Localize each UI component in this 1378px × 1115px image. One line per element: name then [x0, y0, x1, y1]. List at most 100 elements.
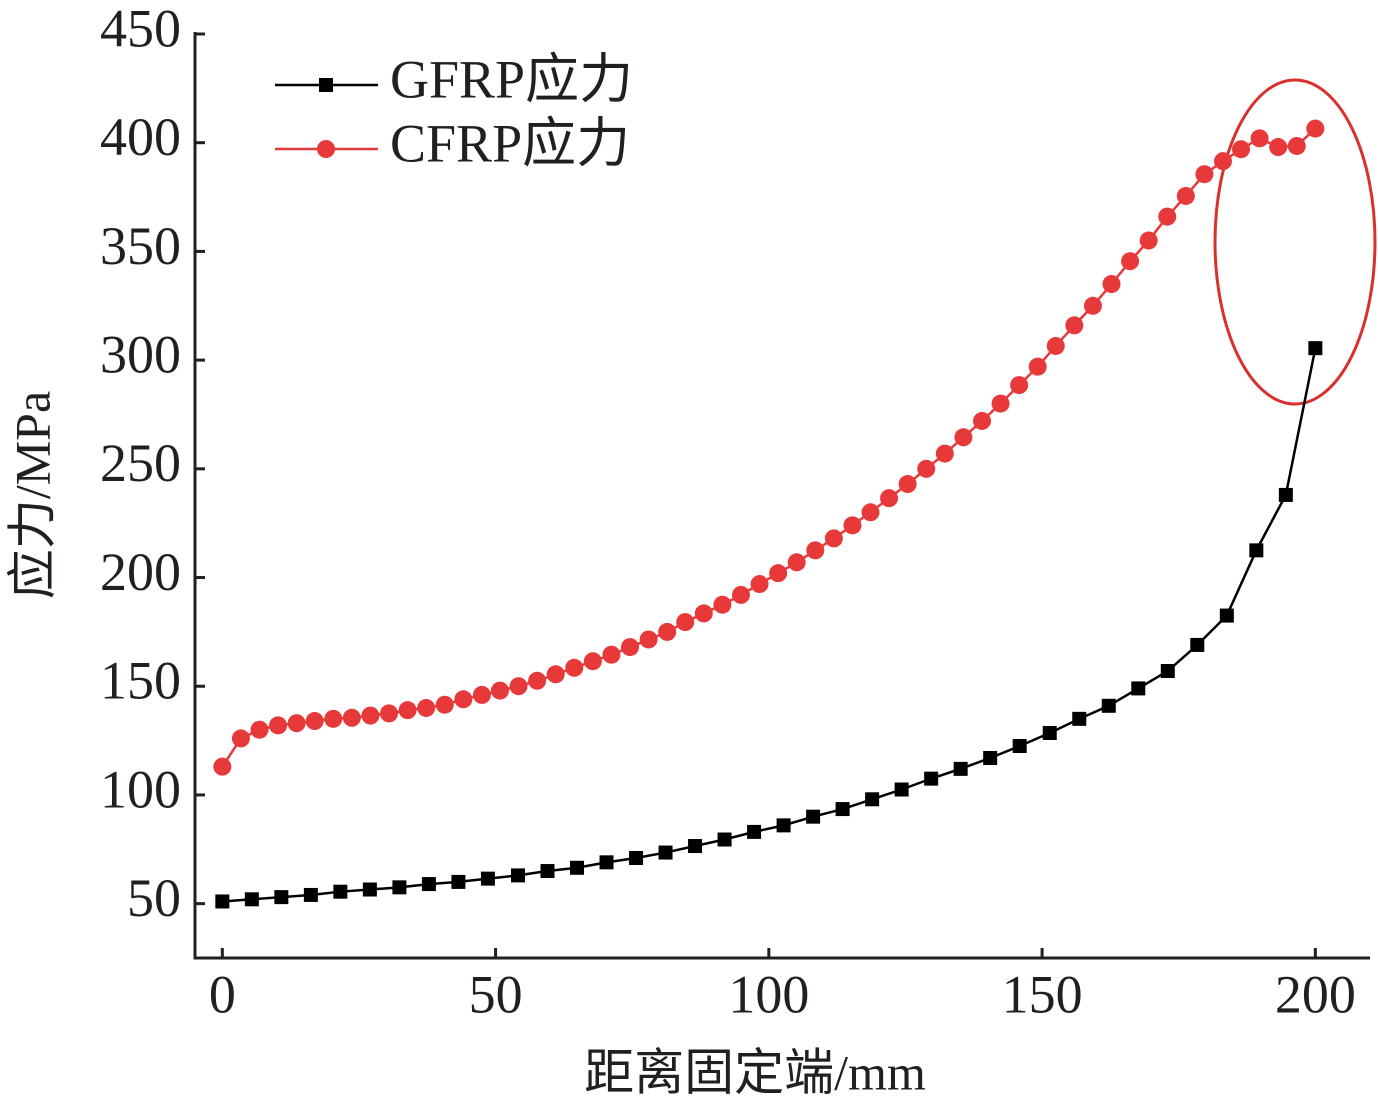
marker	[599, 855, 614, 870]
marker	[421, 877, 436, 892]
marker	[392, 880, 407, 895]
x-tick-label: 150	[1002, 964, 1083, 1024]
marker	[546, 665, 565, 684]
marker	[490, 681, 509, 700]
marker	[213, 757, 232, 776]
marker	[1250, 129, 1269, 148]
marker	[658, 845, 673, 860]
marker	[1269, 138, 1288, 157]
marker	[1102, 275, 1121, 294]
marker	[565, 658, 584, 677]
marker	[658, 622, 677, 641]
marker	[1012, 739, 1027, 754]
marker	[1287, 136, 1306, 155]
marker	[731, 585, 750, 604]
marker	[629, 850, 644, 865]
marker	[954, 428, 973, 447]
marker	[861, 503, 880, 522]
marker	[1213, 152, 1232, 171]
x-tick-label: 50	[469, 964, 523, 1024]
marker	[451, 874, 466, 889]
marker	[1083, 296, 1102, 315]
marker	[319, 78, 333, 92]
y-tick-label: 450	[100, 0, 181, 58]
y-tick-label: 50	[127, 868, 181, 928]
marker	[1139, 231, 1158, 250]
marker	[1065, 316, 1084, 335]
marker	[269, 716, 288, 735]
marker	[972, 411, 991, 430]
marker	[528, 671, 547, 690]
marker	[1306, 119, 1325, 138]
y-tick-label: 350	[100, 216, 181, 276]
marker	[1042, 725, 1057, 740]
marker	[398, 701, 417, 720]
marker	[1190, 637, 1205, 652]
marker	[1232, 140, 1251, 159]
marker	[250, 720, 269, 739]
marker	[747, 824, 762, 839]
marker	[274, 890, 289, 905]
marker	[1158, 207, 1177, 226]
marker	[510, 868, 525, 883]
marker	[621, 638, 640, 657]
marker	[540, 864, 555, 879]
marker	[953, 761, 968, 776]
x-axis-label: 距离固定端/mm	[584, 1044, 926, 1100]
x-tick-label: 200	[1275, 964, 1356, 1024]
marker	[983, 750, 998, 765]
marker	[1101, 698, 1116, 713]
marker	[843, 516, 862, 535]
marker	[303, 887, 318, 902]
marker	[342, 708, 361, 727]
series-line	[222, 347, 1317, 903]
marker	[480, 871, 495, 886]
marker	[917, 459, 936, 478]
y-axis-label: 应力/MPa	[4, 391, 60, 599]
marker	[676, 613, 695, 632]
marker	[333, 884, 348, 899]
marker	[713, 595, 732, 614]
marker	[769, 564, 788, 583]
marker	[1249, 543, 1264, 558]
marker	[1278, 487, 1293, 502]
marker	[1308, 341, 1323, 356]
marker	[935, 444, 954, 463]
marker	[570, 860, 585, 875]
marker	[472, 685, 491, 704]
marker	[602, 645, 621, 664]
marker	[880, 489, 899, 508]
marker	[1160, 664, 1175, 679]
marker	[1028, 357, 1047, 376]
y-tick-label: 100	[100, 759, 181, 819]
marker	[806, 541, 825, 560]
marker	[583, 652, 602, 671]
marker	[362, 882, 377, 897]
marker	[454, 690, 473, 709]
marker	[639, 630, 658, 649]
marker	[776, 818, 791, 833]
marker	[894, 782, 909, 797]
y-tick-label: 150	[100, 651, 181, 711]
marker	[1219, 608, 1234, 623]
marker	[688, 839, 703, 854]
series-line	[221, 127, 1317, 768]
marker	[287, 714, 306, 733]
marker	[1072, 711, 1087, 726]
marker	[244, 892, 259, 907]
marker	[924, 771, 939, 786]
marker	[317, 140, 335, 158]
marker	[806, 809, 821, 824]
marker	[215, 894, 230, 909]
marker	[324, 709, 343, 728]
y-tick-label: 300	[100, 325, 181, 385]
x-tick-label: 0	[209, 964, 236, 1024]
marker	[991, 394, 1010, 413]
marker	[835, 802, 850, 817]
marker	[1131, 681, 1146, 696]
legend-label: GFRP应力	[390, 49, 633, 109]
marker	[787, 553, 806, 572]
marker	[824, 529, 843, 548]
marker	[1195, 165, 1214, 184]
